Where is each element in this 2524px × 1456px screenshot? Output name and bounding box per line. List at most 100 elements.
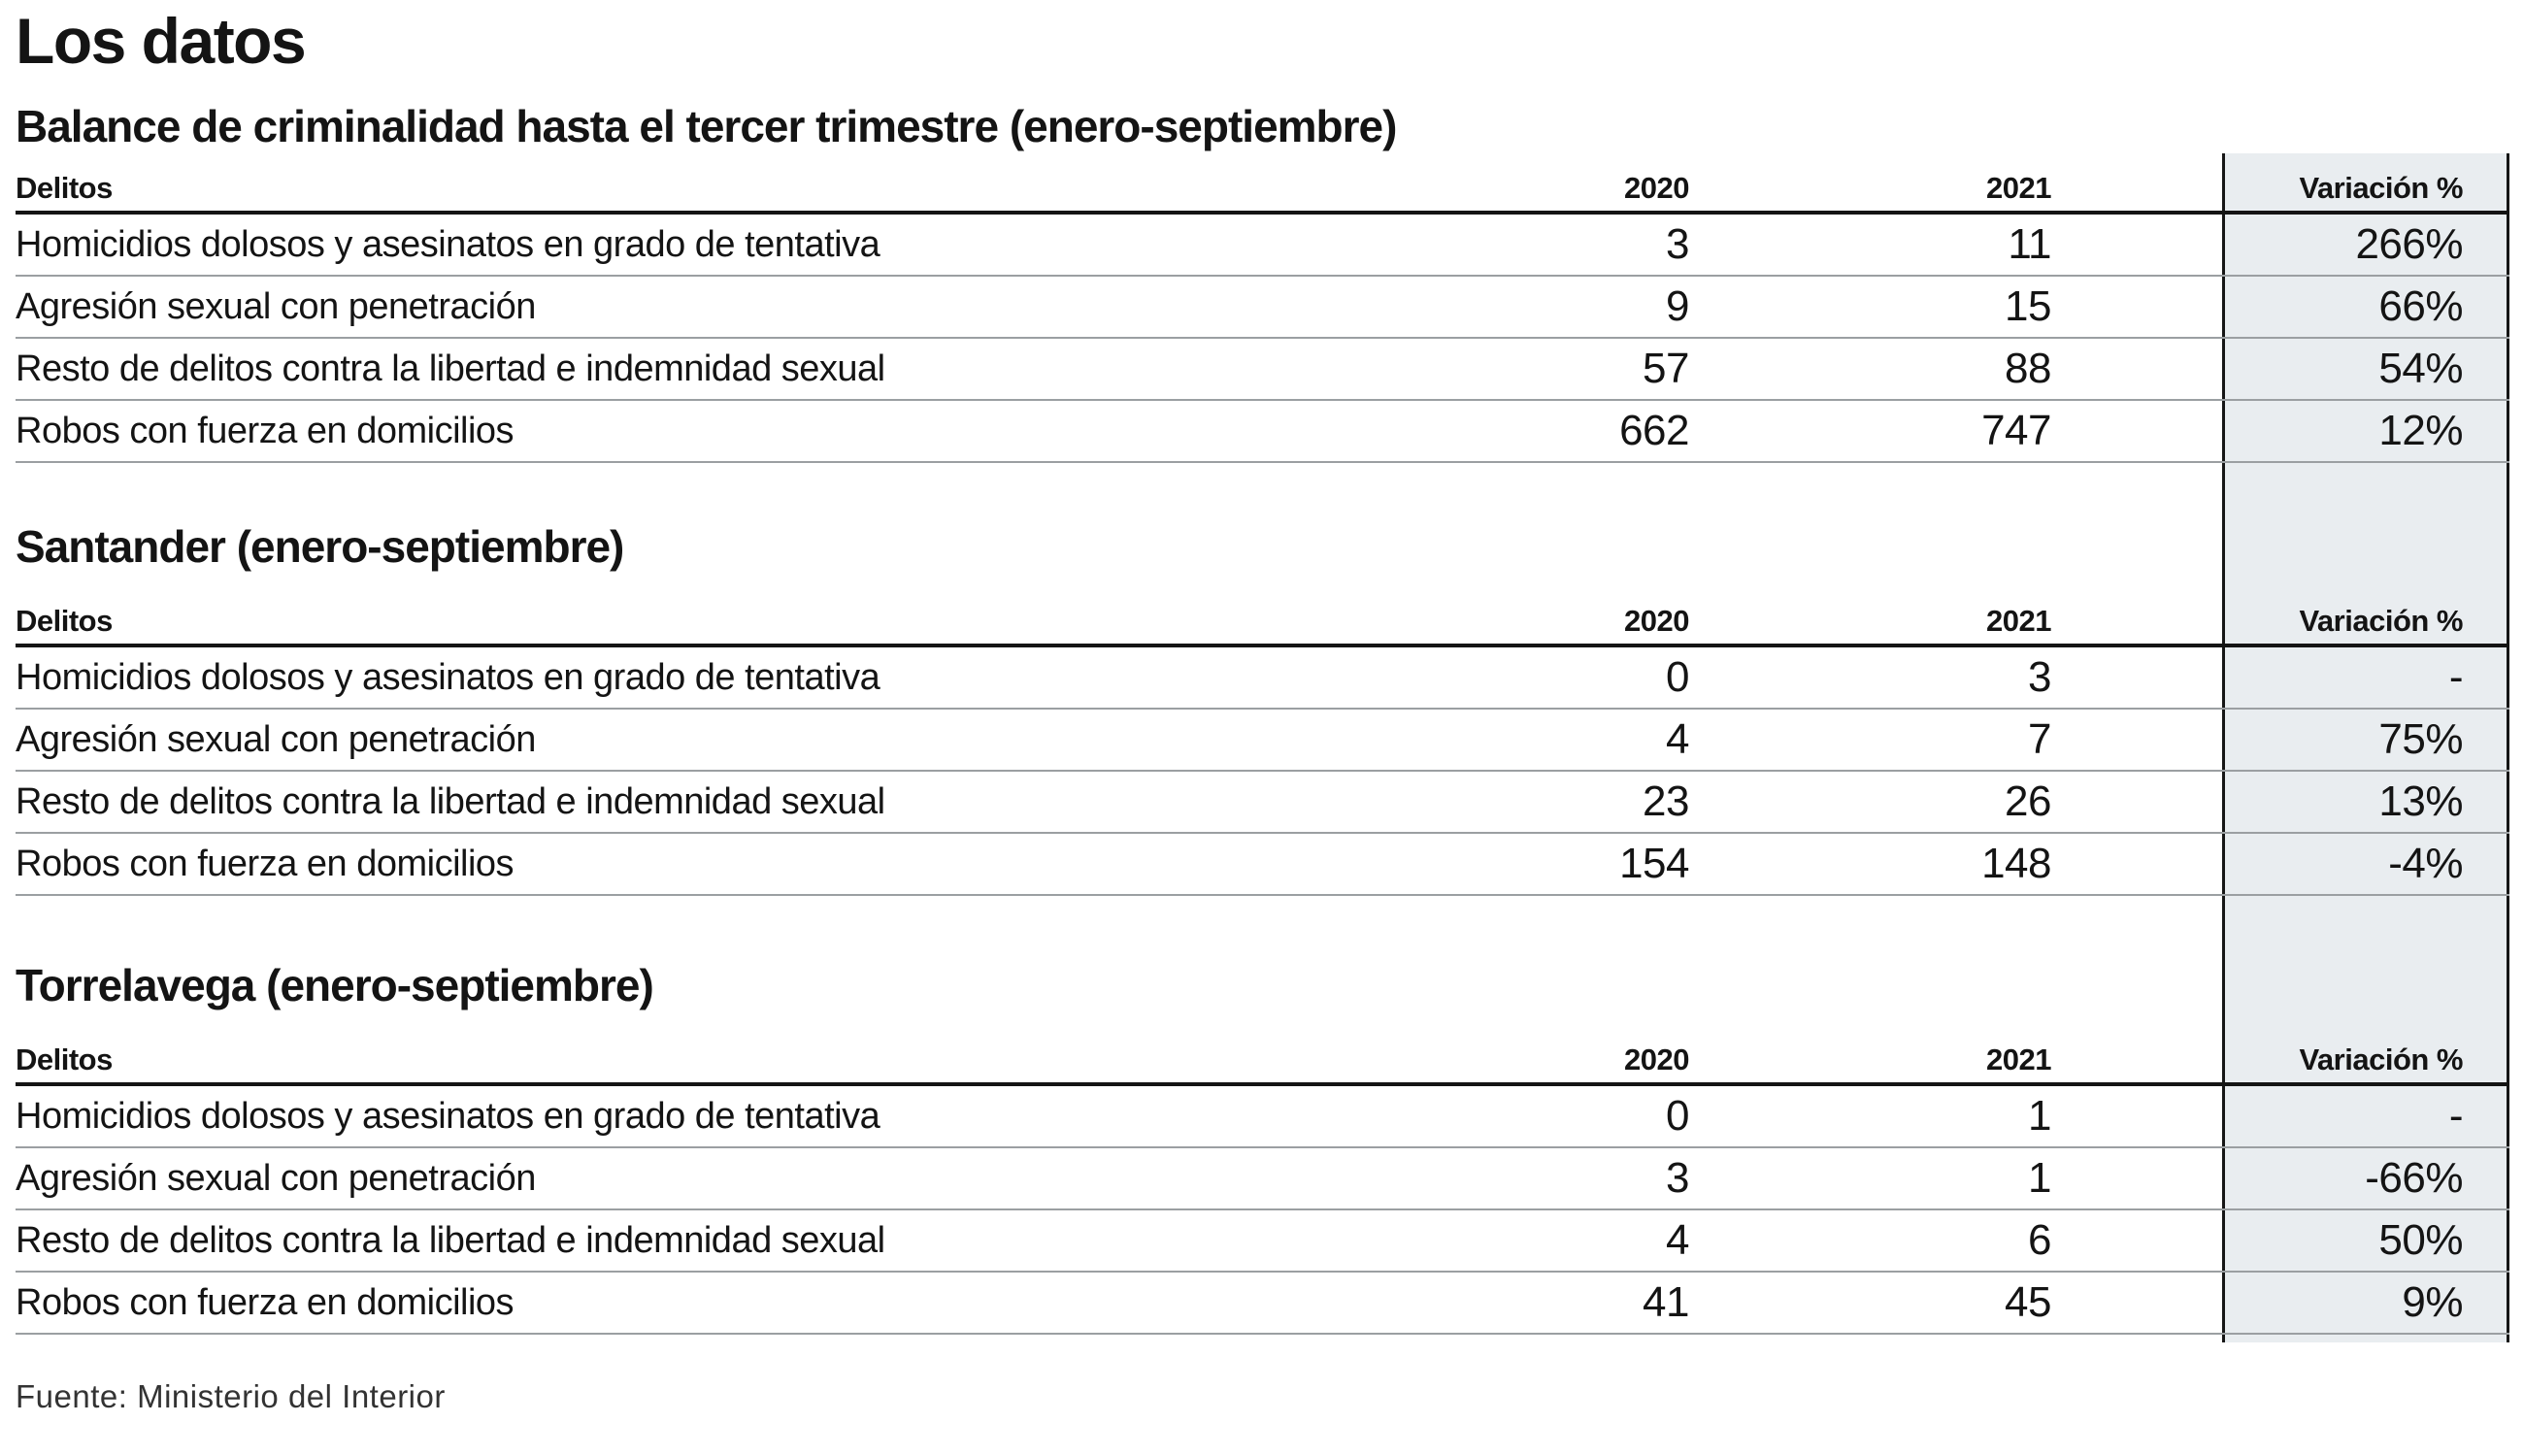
col-header-2021: 2021	[1986, 171, 2051, 205]
spacer-cell	[2051, 150, 2222, 211]
table-row: Robos con fuerza en domicilios 41 45 9%	[16, 1273, 2509, 1335]
page-title: Los datos	[16, 5, 307, 77]
col-header-2021: 2021	[1986, 1042, 2051, 1076]
col-header-variacion: Variación %	[2299, 171, 2463, 205]
crime-label: Homicidios dolosos y asesinatos en grado…	[16, 223, 880, 265]
crime-label: Robos con fuerza en domicilios	[16, 410, 515, 451]
value-variacion: 54%	[2378, 345, 2463, 392]
table-row: Agresión sexual con penetración 9 15 66%	[16, 277, 2509, 339]
spacer-cell	[2051, 1022, 2222, 1082]
value-2020: 4	[1666, 1216, 1689, 1264]
table-row: Resto de delitos contra la libertad e in…	[16, 1210, 2509, 1273]
value-2020: 4	[1666, 715, 1689, 763]
source-note: Fuente: Ministerio del Interior	[16, 1378, 446, 1414]
value-2021: 88	[2005, 345, 2051, 392]
value-variacion: 9%	[2402, 1278, 2463, 1326]
table-row: Resto de delitos contra la libertad e in…	[16, 339, 2509, 401]
table-row: Robos con fuerza en domicilios 662 747 1…	[16, 401, 2509, 463]
value-2021: 148	[1981, 840, 2051, 887]
header-row: Delitos 2020 2021 Variación %	[16, 1022, 2509, 1086]
crime-label: Resto de delitos contra la libertad e in…	[16, 780, 885, 822]
spacer-cell	[2051, 1086, 2222, 1146]
section-title: Balance de criminalidad hasta el tercer …	[16, 101, 1397, 151]
col-header-variacion: Variación %	[2299, 604, 2463, 638]
spacer-cell	[2051, 215, 2222, 275]
spacer-cell	[2051, 339, 2222, 399]
value-2021: 1	[2028, 1154, 2051, 1202]
table-section-balance: Balance de criminalidad hasta el tercer …	[16, 102, 2509, 463]
col-header-variacion: Variación %	[2299, 1042, 2463, 1076]
value-variacion: -66%	[2365, 1154, 2463, 1202]
crime-label: Agresión sexual con penetración	[16, 1157, 536, 1199]
spacer-cell	[2051, 277, 2222, 337]
col-header-delitos: Delitos	[16, 1042, 113, 1076]
value-variacion: 75%	[2378, 715, 2463, 763]
value-2021: 1	[2028, 1092, 2051, 1140]
table-row: Homicidios dolosos y asesinatos en grado…	[16, 215, 2509, 277]
spacer-cell	[2051, 834, 2222, 894]
col-header-2020: 2020	[1624, 171, 1689, 205]
value-variacion: 50%	[2378, 1216, 2463, 1264]
col-header-2021: 2021	[1986, 604, 2051, 638]
value-2020: 57	[1643, 345, 1689, 392]
col-header-delitos: Delitos	[16, 604, 113, 638]
content: Los datos Balance de criminalidad hasta …	[0, 8, 2509, 1416]
spacer-cell	[2051, 1273, 2222, 1333]
value-2021: 45	[2005, 1278, 2051, 1326]
value-2020: 0	[1666, 1092, 1689, 1140]
value-2020: 41	[1643, 1278, 1689, 1326]
spacer-cell	[2051, 710, 2222, 770]
value-2021: 15	[2005, 282, 2051, 330]
value-2020: 3	[1666, 1154, 1689, 1202]
spacer-cell	[2051, 1148, 2222, 1208]
value-2021: 7	[2028, 715, 2051, 763]
spacer-cell	[2051, 401, 2222, 461]
crime-label: Agresión sexual con penetración	[16, 285, 536, 327]
crime-label: Agresión sexual con penetración	[16, 718, 536, 760]
section-title: Santander (enero-septiembre)	[16, 521, 624, 572]
spacer-cell	[2051, 647, 2222, 708]
spacer-cell	[2051, 1210, 2222, 1271]
crime-label: Resto de delitos contra la libertad e in…	[16, 347, 885, 389]
variation-column-band	[2222, 153, 2509, 1342]
table-section-torrelavega: Torrelavega (enero-septiembre) Delitos 2…	[16, 961, 2509, 1335]
spacer-cell	[2051, 772, 2222, 832]
crime-label: Homicidios dolosos y asesinatos en grado…	[16, 656, 880, 698]
col-header-2020: 2020	[1624, 604, 1689, 638]
crime-label: Homicidios dolosos y asesinatos en grado…	[16, 1095, 880, 1137]
table-row: Homicidios dolosos y asesinatos en grado…	[16, 1086, 2509, 1148]
spacer-cell	[2051, 583, 2222, 644]
value-2020: 0	[1666, 653, 1689, 701]
value-variacion: -4%	[2388, 840, 2463, 887]
value-2021: 11	[2008, 220, 2051, 268]
value-2021: 26	[2005, 778, 2051, 825]
table-row: Robos con fuerza en domicilios 154 148 -…	[16, 834, 2509, 896]
table-row: Homicidios dolosos y asesinatos en grado…	[16, 647, 2509, 710]
value-2020: 662	[1619, 407, 1689, 454]
col-header-2020: 2020	[1624, 1042, 1689, 1076]
crime-label: Robos con fuerza en domicilios	[16, 1281, 515, 1323]
value-2021: 6	[2028, 1216, 2051, 1264]
header-row: Delitos 2020 2021 Variación %	[16, 583, 2509, 647]
section-title: Torrelavega (enero-septiembre)	[16, 960, 654, 1010]
infographic-canvas: Los datos Balance de criminalidad hasta …	[0, 8, 2524, 1456]
header-row: Delitos 2020 2021 Variación %	[16, 150, 2509, 215]
value-2020: 154	[1619, 840, 1689, 887]
col-header-delitos: Delitos	[16, 171, 113, 205]
value-variacion: -	[2448, 1092, 2464, 1140]
value-variacion: 12%	[2378, 407, 2463, 454]
crime-label: Resto de delitos contra la libertad e in…	[16, 1219, 885, 1261]
value-2020: 23	[1643, 778, 1689, 825]
value-variacion: -	[2448, 653, 2464, 701]
value-2020: 3	[1666, 220, 1689, 268]
value-2021: 747	[1981, 407, 2051, 454]
table-row: Agresión sexual con penetración 4 7 75%	[16, 710, 2509, 772]
table-row: Resto de delitos contra la libertad e in…	[16, 772, 2509, 834]
table-section-santander: Santander (enero-septiembre) Delitos 202…	[16, 522, 2509, 896]
value-2021: 3	[2028, 653, 2051, 701]
crime-label: Robos con fuerza en domicilios	[16, 843, 515, 884]
value-variacion: 266%	[2355, 220, 2463, 268]
value-variacion: 66%	[2378, 282, 2463, 330]
value-variacion: 13%	[2378, 778, 2463, 825]
table-row: Agresión sexual con penetración 3 1 -66%	[16, 1148, 2509, 1210]
